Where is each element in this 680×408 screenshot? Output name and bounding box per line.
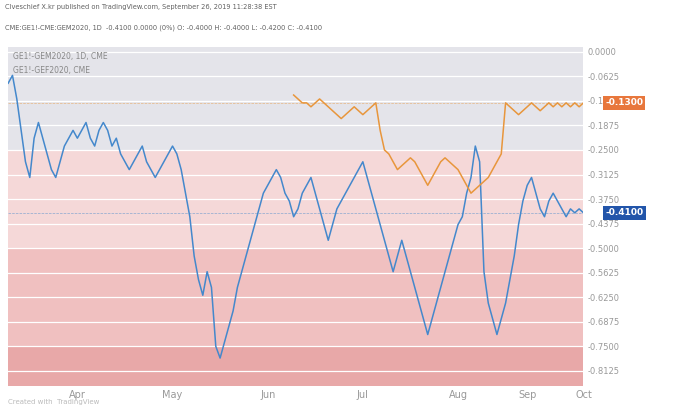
Text: GE1!-GEM2020, 1D, CME: GE1!-GEM2020, 1D, CME <box>13 52 107 61</box>
Bar <box>8 47 583 150</box>
Bar <box>8 150 583 248</box>
Text: -0.1300: -0.1300 <box>605 98 643 107</box>
Text: Clveschief X.kr published on TradingView.com, September 26, 2019 11:28:38 EST: Clveschief X.kr published on TradingView… <box>5 4 277 10</box>
Text: -0.4100: -0.4100 <box>605 208 643 217</box>
Bar <box>8 346 583 386</box>
Text: CME:GE1!-CME:GEM2020, 1D  -0.4100 0.0000 (0%) O: -0.4000 H: -0.4000 L: -0.4200 C: CME:GE1!-CME:GEM2020, 1D -0.4100 0.0000 … <box>5 24 322 31</box>
Text: GE1!-GEF2020, CME: GE1!-GEF2020, CME <box>13 66 90 75</box>
Text: Created with  TradingView: Created with TradingView <box>8 399 99 405</box>
Bar <box>8 248 583 346</box>
